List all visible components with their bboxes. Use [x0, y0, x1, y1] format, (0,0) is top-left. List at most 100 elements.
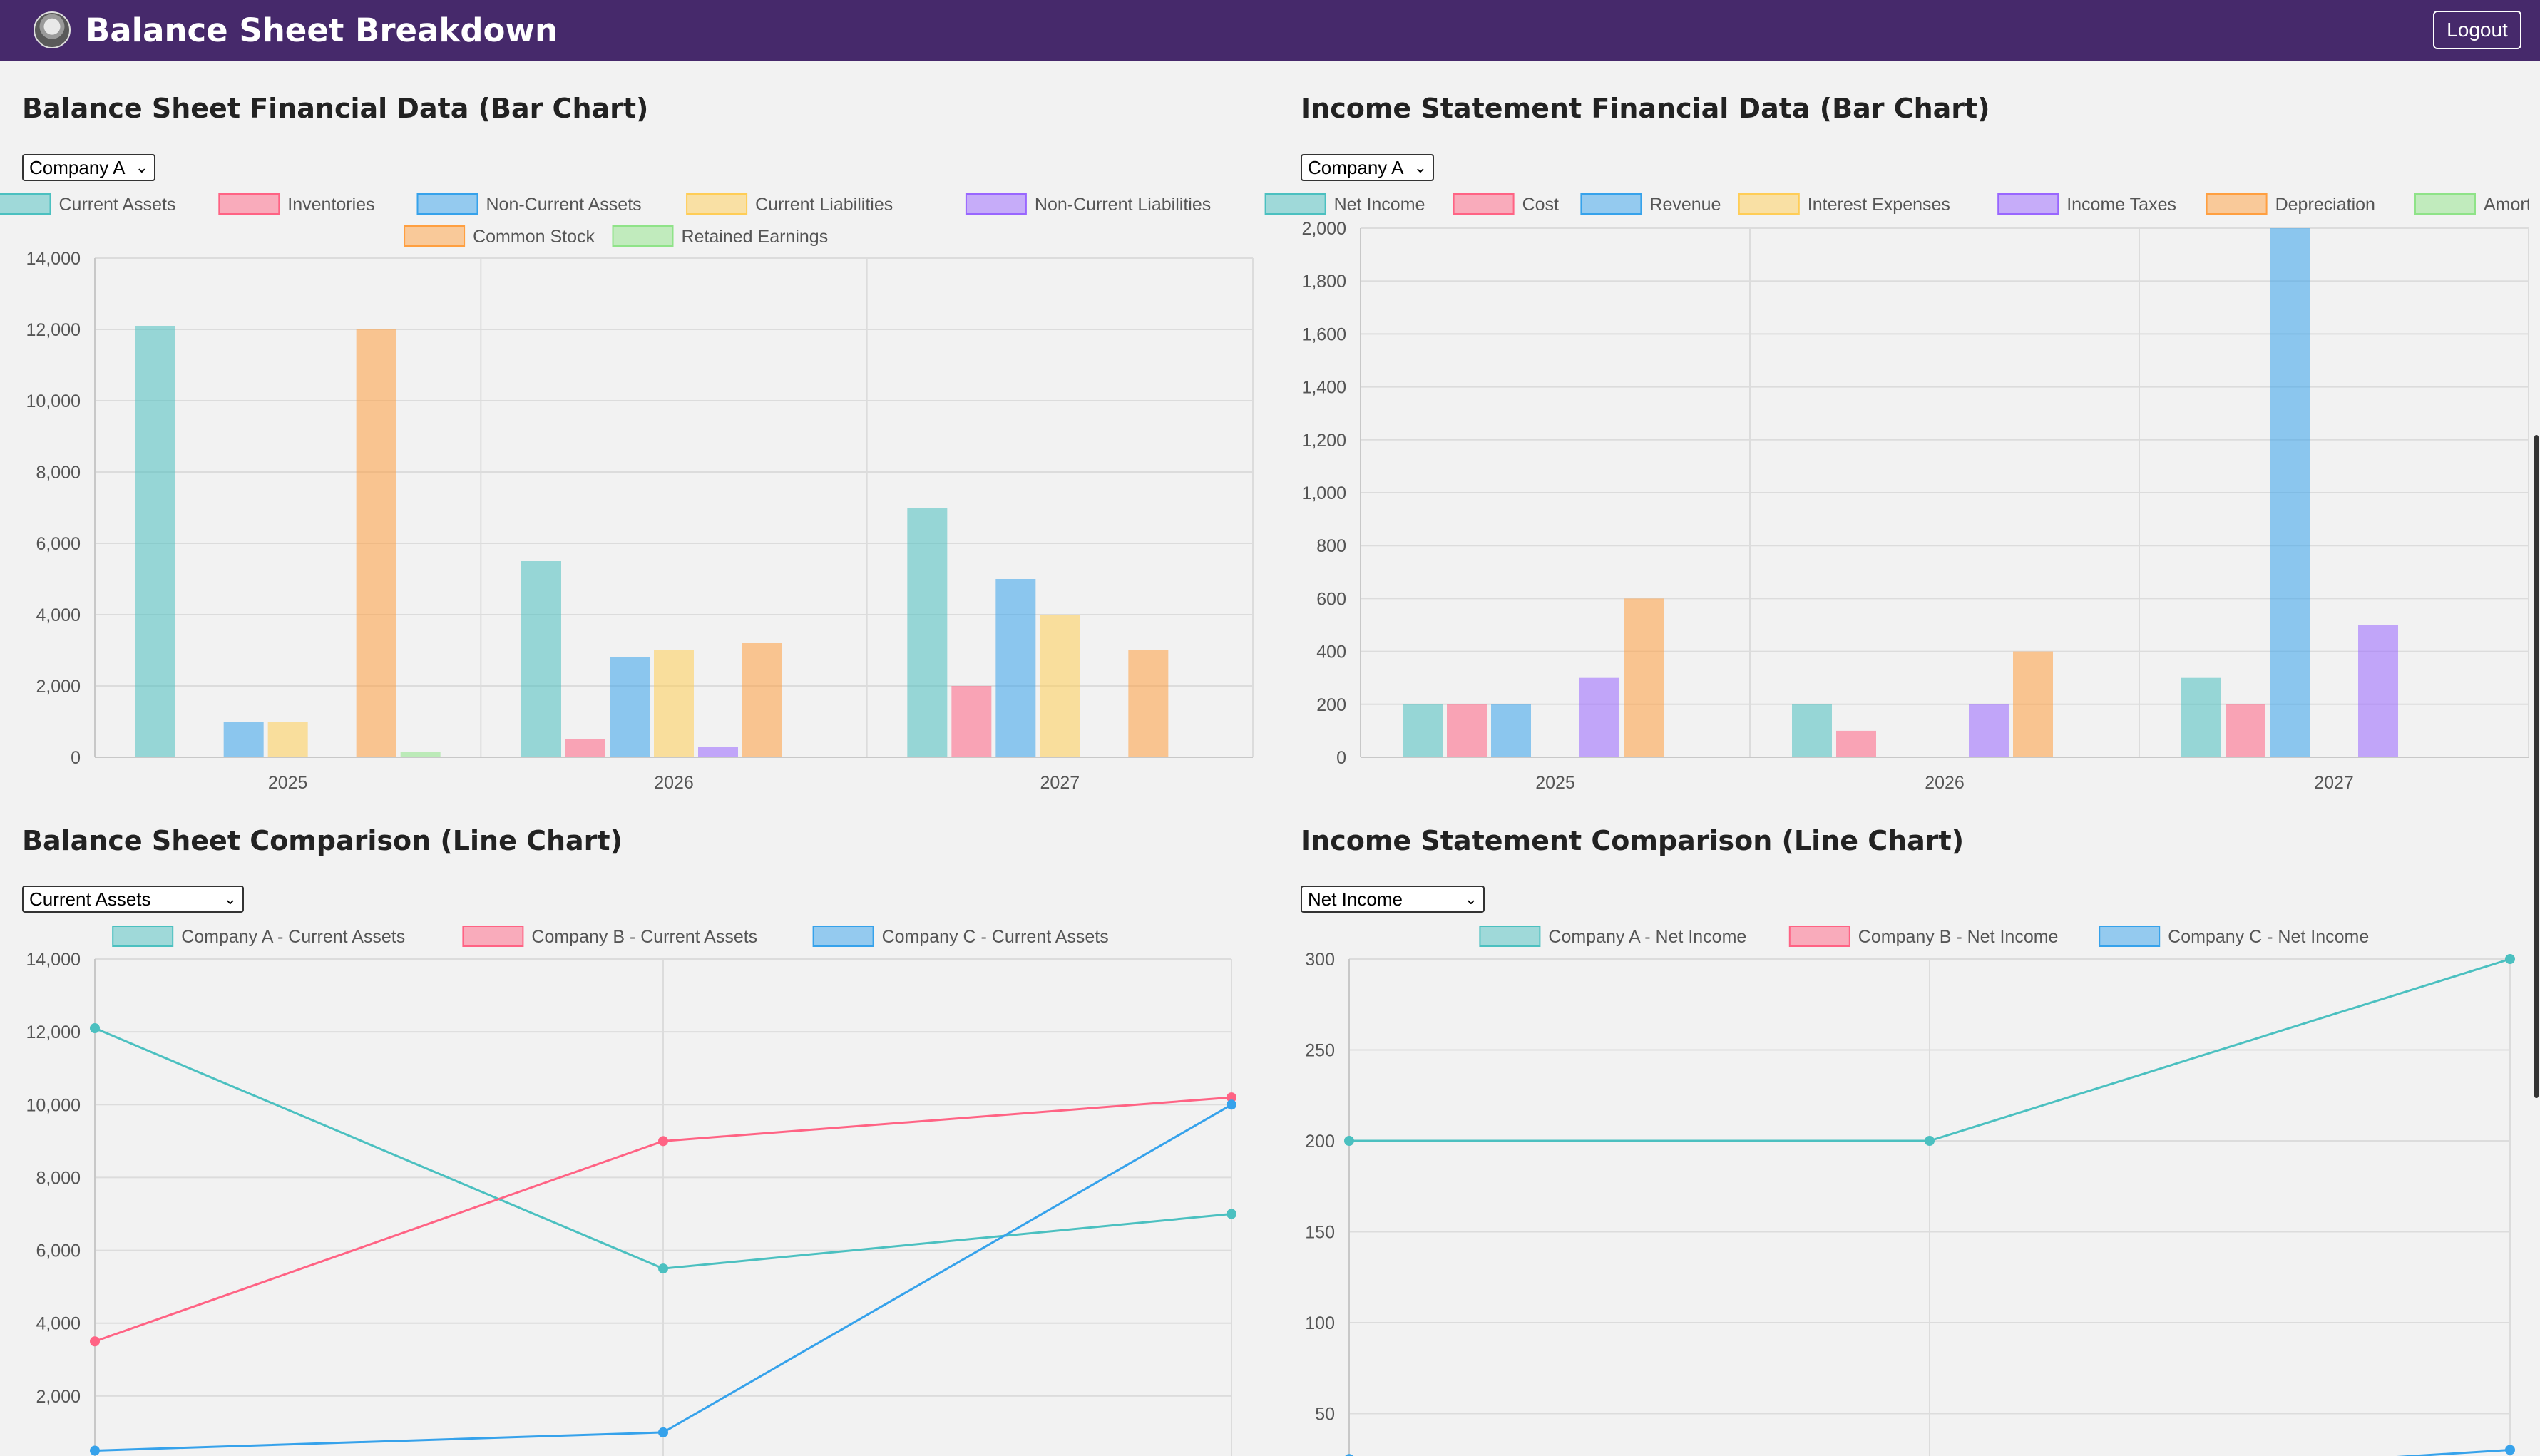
y-tick-label-1: 1,600	[1301, 324, 1346, 344]
bar-1-5-1	[2013, 651, 2053, 757]
x-tick-label-1: 2027	[2314, 773, 2354, 793]
bar-0-0-2	[907, 508, 948, 757]
bar-0-3-2	[1040, 615, 1080, 757]
bar-0-4-1	[698, 747, 738, 757]
app-title: Balance Sheet Breakdown	[86, 11, 558, 49]
legend-label-1-5: Depreciation	[2275, 195, 2375, 215]
x-tick-label-0: 2027	[1040, 773, 1080, 793]
chevron-down-icon: ⌄	[135, 158, 148, 176]
y-tick-label-0: 0	[71, 748, 81, 768]
legend-label-0-1: Inventories	[287, 195, 374, 215]
bar-1-4-2	[2358, 625, 2398, 757]
y-tick-label-0: 10,000	[26, 391, 81, 411]
bar-0-1-2	[951, 686, 992, 757]
bar-1-4-1	[1969, 704, 2009, 757]
y-tick-label-0: 12,000	[26, 320, 81, 340]
is-bar-company-select-value: Company A	[1308, 157, 1404, 178]
legend-label-0-0: Current Assets	[59, 195, 176, 215]
legend-swatch-0-5	[404, 225, 466, 247]
legend-swatch-3-1	[1788, 926, 1850, 947]
x-tick-label-0: 2026	[654, 773, 694, 793]
bar-0-2-2	[995, 579, 1036, 757]
legend-label-2-0: Company A - Current Assets	[181, 927, 405, 947]
point-2-0-1	[658, 1263, 668, 1274]
y-tick-label-1: 2,000	[1301, 219, 1346, 239]
bar-0-1-1	[565, 739, 605, 757]
bs-bar-company-select-value: Company A	[29, 157, 126, 178]
point-2-1-1	[658, 1136, 668, 1147]
y-tick-label-1: 400	[1316, 642, 1346, 662]
bar-1-1-2	[2226, 704, 2265, 757]
y-tick-label-3: 100	[1305, 1313, 1335, 1333]
y-tick-label-3: 150	[1305, 1223, 1335, 1243]
bar-1-2-2	[2270, 228, 2310, 757]
bar-1-4-0	[1579, 677, 1619, 757]
y-tick-label-1: 1,000	[1301, 483, 1346, 503]
y-tick-label-2: 2,000	[36, 1387, 81, 1407]
bar-1-5-0	[1624, 598, 1664, 757]
legend-swatch-0-2	[416, 193, 478, 215]
bs-bar-company-select[interactable]: Company A ⌄	[22, 154, 155, 181]
bar-0-2-1	[610, 657, 650, 757]
legend-label-1-0: Net Income	[1334, 195, 1425, 215]
bar-1-0-1	[1792, 704, 1832, 757]
bar-0-6-0	[400, 752, 441, 757]
bar-1-0-0	[1403, 704, 1443, 757]
legend-swatch-1-1	[1453, 193, 1515, 215]
scrollbar-thumb[interactable]	[2534, 435, 2539, 1098]
is-line-metric-select[interactable]: Net Income ⌄	[1301, 886, 1485, 913]
point-2-2-1	[658, 1427, 668, 1437]
legend-label-1-2: Revenue	[1649, 195, 1721, 215]
chevron-down-icon: ⌄	[223, 890, 237, 908]
y-tick-label-1: 600	[1316, 589, 1346, 609]
legend-swatch-1-2	[1580, 193, 1642, 215]
point-2-2-0	[90, 1445, 100, 1456]
bar-0-0-0	[135, 326, 175, 757]
is-line-chart-title: Income Statement Comparison (Line Chart)	[1301, 825, 1965, 856]
point-3-2-0	[1345, 1454, 1353, 1456]
point-2-1-2	[1227, 1092, 1236, 1103]
legend-swatch-2-2	[812, 926, 874, 947]
point-3-2-2	[2505, 1445, 2515, 1455]
point-2-0-2	[1227, 1209, 1236, 1219]
y-tick-label-1: 0	[1336, 748, 1346, 768]
point-3-0-2	[2505, 954, 2515, 964]
point-2-0-0	[90, 1023, 100, 1034]
legend-swatch-1-6	[2414, 193, 2476, 215]
bar-0-3-1	[654, 650, 694, 757]
y-tick-label-0: 4,000	[36, 605, 81, 625]
legend-swatch-1-5	[2206, 193, 2268, 215]
legend-label-0-3: Current Liabilities	[755, 195, 893, 215]
legend-swatch-0-3	[686, 193, 748, 215]
legend-swatch-2-0	[112, 926, 174, 947]
legend-swatch-3-2	[2099, 926, 2161, 947]
y-tick-label-2: 12,000	[26, 1022, 81, 1042]
logo-icon	[34, 11, 71, 48]
y-tick-label-0: 8,000	[36, 463, 81, 483]
x-tick-label-1: 2026	[1925, 773, 1965, 793]
legend-label-3-0: Company A - Net Income	[1548, 927, 1746, 947]
point-3-0-0	[1344, 1136, 1354, 1146]
y-tick-label-1: 1,400	[1301, 378, 1346, 398]
y-tick-label-3: 50	[1315, 1405, 1335, 1425]
y-tick-label-3: 300	[1305, 950, 1335, 970]
bar-1-2-0	[1491, 704, 1531, 757]
legend-label-0-4: Non-Current Liabilities	[1035, 195, 1211, 215]
legend-swatch-1-3	[1738, 193, 1800, 215]
y-tick-label-1: 1,200	[1301, 431, 1346, 451]
legend-label-2-2: Company C - Current Assets	[882, 927, 1109, 947]
legend-label-3-2: Company C - Net Income	[2168, 927, 2369, 947]
legend-label-0-2: Non-Current Assets	[486, 195, 642, 215]
top-bar: Balance Sheet Breakdown Logout	[0, 0, 2540, 61]
bar-0-5-0	[356, 329, 396, 757]
y-tick-label-2: 4,000	[36, 1314, 81, 1334]
is-bar-company-select[interactable]: Company A ⌄	[1301, 154, 1434, 181]
y-tick-label-3: 250	[1305, 1041, 1335, 1061]
chevron-down-icon: ⌄	[1413, 158, 1427, 176]
bs-line-metric-select[interactable]: Current Assets ⌄	[22, 886, 244, 913]
logout-button[interactable]: Logout	[2433, 11, 2521, 49]
is-bar-chart-title: Income Statement Financial Data (Bar Cha…	[1301, 93, 1990, 124]
legend-label-2-1: Company B - Current Assets	[531, 927, 757, 947]
y-tick-label-2: 8,000	[36, 1168, 81, 1188]
